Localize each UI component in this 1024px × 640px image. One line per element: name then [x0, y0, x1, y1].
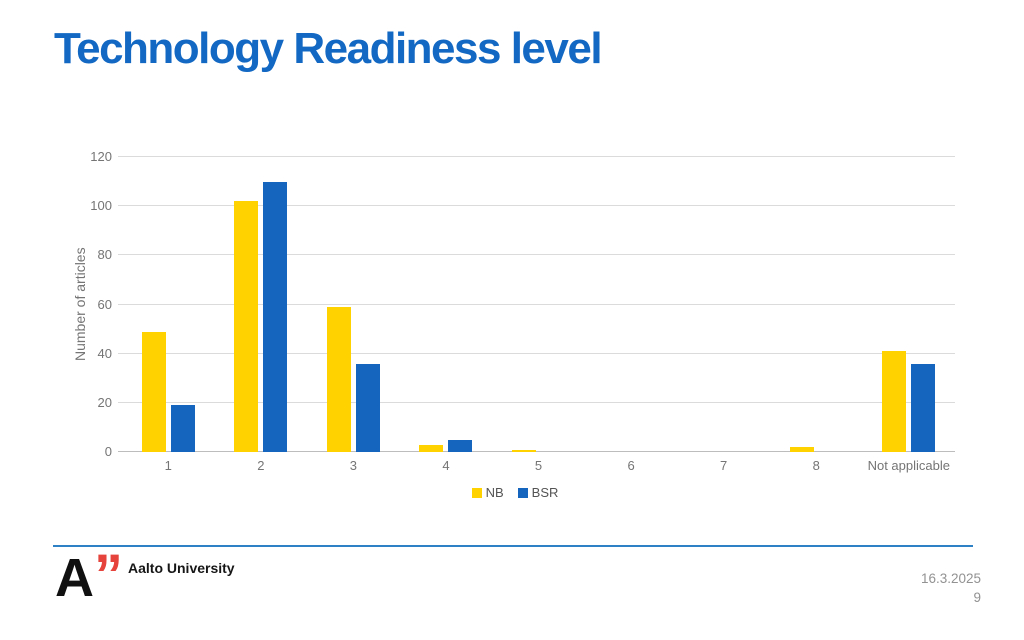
footer-meta: 16.3.2025 9 [921, 569, 981, 607]
category-slot-7 [677, 157, 770, 452]
x-tick-label-7: 7 [720, 458, 728, 473]
legend-swatch-icon [517, 487, 528, 498]
y-tick-label-40: 40 [97, 345, 112, 361]
bar-BSR-Not applicable [911, 363, 936, 452]
footer-date: 16.3.2025 [920, 571, 981, 586]
bar-NB-3 [326, 306, 351, 452]
y-tick-label-80: 80 [97, 247, 112, 263]
legend-label: BSR [531, 485, 559, 500]
bar-NB-2 [234, 201, 259, 452]
bar-NB-4 [419, 444, 444, 452]
plot-area [118, 156, 955, 452]
legend-swatch-icon [471, 487, 482, 498]
chart-legend: NB BSR [122, 485, 908, 500]
category-slot-5 [492, 157, 585, 452]
x-tick-label-4: 4 [442, 458, 450, 473]
y-tick-label-20: 20 [97, 394, 112, 410]
bar-NB-5 [512, 449, 537, 452]
bar-BSR-3 [355, 363, 380, 452]
x-tick-label-3: 3 [349, 458, 358, 473]
gridline-60 [118, 303, 955, 305]
bar-NB-Not applicable [882, 351, 907, 452]
legend-item-NB: NB [471, 485, 504, 500]
x-tick-label-6: 6 [627, 458, 635, 473]
aalto-logo-letter: A [55, 548, 94, 608]
footer-page-number: 9 [973, 590, 981, 605]
y-tick-label-100: 100 [90, 198, 112, 214]
x-tick-label-5: 5 [534, 458, 543, 473]
legend-item-BSR: BSR [517, 485, 559, 500]
y-tick-label-60: 60 [97, 296, 112, 312]
gridline-100 [118, 205, 955, 207]
bar-NB-1 [141, 331, 166, 452]
x-tick-label-Not applicable: Not applicable [867, 458, 950, 473]
legend-label: NB [485, 485, 504, 500]
y-tick-label-0: 0 [104, 444, 112, 459]
gridline-80 [118, 254, 955, 256]
category-slot-4 [400, 157, 493, 452]
aalto-logo-quote-icon: ” [94, 543, 123, 608]
x-tick-label-2: 2 [257, 458, 265, 473]
footer-divider [53, 545, 973, 547]
category-slot-2 [215, 157, 308, 452]
y-tick-labels: 0 20 40 60 80 100 120 [60, 149, 112, 459]
x-tick-label-1: 1 [164, 458, 172, 473]
category-slot-8 [770, 157, 863, 452]
aalto-logo-text: Aalto University [128, 560, 235, 576]
bar-BSR-4 [448, 439, 473, 452]
category-slot-3 [307, 157, 400, 452]
x-tick-label-8: 8 [812, 458, 820, 473]
category-slot-6 [585, 157, 678, 452]
gridline-20 [118, 401, 955, 403]
bar-BSR-1 [170, 405, 195, 452]
slide-title: Technology Readiness level [54, 24, 603, 73]
gridline-40 [118, 352, 955, 354]
bars-layer [122, 157, 955, 452]
category-slot-Not applicable [863, 157, 956, 452]
y-tick-label-120: 120 [90, 149, 112, 164]
category-slot-1 [122, 157, 215, 452]
gridline-0 [118, 451, 955, 452]
x-tick-labels: 1 2 3 4 5 6 7 8 Not applicable [122, 458, 955, 473]
bar-BSR-2 [263, 181, 288, 452]
gridline-120 [118, 156, 955, 157]
bar-NB-8 [789, 447, 814, 452]
